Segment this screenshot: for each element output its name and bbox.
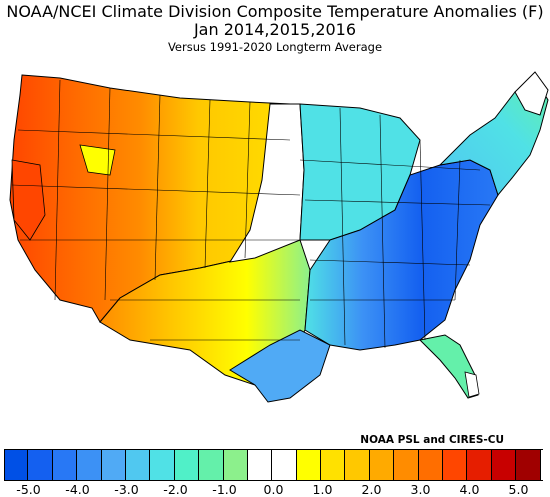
legend-swatch bbox=[296, 449, 322, 481]
division-boundaries bbox=[11, 79, 491, 349]
legend-swatch bbox=[52, 449, 78, 481]
legend-swatch bbox=[28, 449, 53, 481]
legend-swatch bbox=[321, 449, 346, 481]
legend-tick-label: -4.0 bbox=[65, 482, 90, 497]
region-maine bbox=[514, 71, 549, 116]
legend-swatch bbox=[4, 449, 29, 481]
legend-tick-label: 4.0 bbox=[459, 482, 480, 497]
legend-swatch bbox=[516, 449, 541, 481]
legend-swatch bbox=[223, 449, 248, 481]
color-legend-bar bbox=[4, 449, 541, 481]
credit-label: NOAA PSL and CIRES-CU bbox=[360, 434, 504, 446]
region-snake-river bbox=[79, 144, 116, 176]
legend-swatch bbox=[369, 449, 395, 481]
region-california-hot bbox=[11, 159, 46, 241]
legend-swatch bbox=[467, 449, 492, 481]
legend-tick-label: -2.0 bbox=[163, 482, 188, 497]
legend-swatch bbox=[150, 449, 175, 481]
legend-swatch bbox=[247, 449, 273, 481]
us-anomaly-map bbox=[9, 71, 549, 403]
legend-tick-label: -5.0 bbox=[16, 482, 41, 497]
legend-swatch bbox=[125, 449, 151, 481]
legend-tick-label: -3.0 bbox=[114, 482, 139, 497]
legend-swatch bbox=[199, 449, 224, 481]
legend-tick-label: -1.0 bbox=[212, 482, 237, 497]
region-south-florida bbox=[464, 371, 480, 398]
legend-tick-label: 0.0 bbox=[263, 482, 284, 497]
region-northeast bbox=[438, 77, 549, 197]
legend-swatch bbox=[101, 449, 126, 481]
legend-tick-label: 2.0 bbox=[361, 482, 382, 497]
legend-tick-label: 1.0 bbox=[312, 482, 333, 497]
map-title: NOAA/NCEI Climate Division Composite Tem… bbox=[6, 2, 544, 21]
legend-swatch bbox=[174, 449, 200, 481]
legend-tick-label: 5.0 bbox=[508, 482, 529, 497]
legend-swatch bbox=[394, 449, 419, 481]
legend-swatch bbox=[272, 449, 297, 481]
region-east bbox=[304, 159, 499, 351]
legend-tick-label: 3.0 bbox=[410, 482, 431, 497]
map-subtitle: Versus 1991-2020 Longterm Average bbox=[167, 40, 383, 54]
legend-swatch bbox=[491, 449, 517, 481]
map-period: Jan 2014,2015,2016 bbox=[193, 20, 357, 39]
legend-swatch bbox=[443, 449, 468, 481]
region-florida bbox=[418, 334, 479, 399]
legend-swatch bbox=[77, 449, 102, 481]
legend-swatch bbox=[345, 449, 370, 481]
legend-swatch bbox=[418, 449, 444, 481]
